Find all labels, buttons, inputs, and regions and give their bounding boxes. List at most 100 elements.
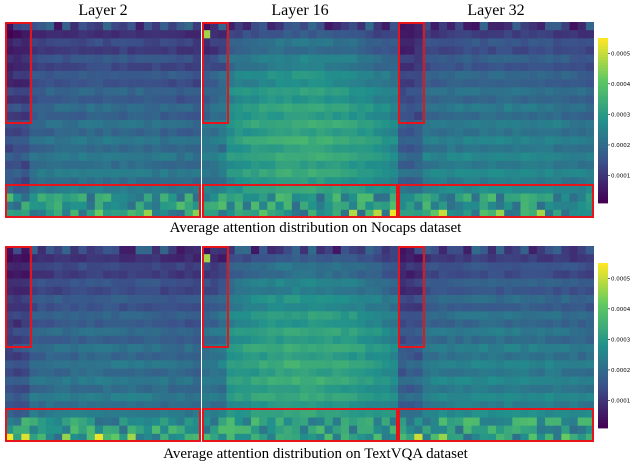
heatmap-cell-textvqa-l1-r3-c2	[218, 270, 227, 279]
heatmap-cell-nocaps-l1-r15-c20	[365, 144, 374, 153]
heatmap-cell-nocaps-l2-r0-c21	[569, 22, 578, 31]
heatmap-cell-nocaps-l0-r14-c8	[70, 136, 79, 145]
heatmap-cell-textvqa-l2-r4-c4	[430, 278, 440, 288]
heatmap-cell-nocaps-l2-r6-c16	[528, 71, 538, 80]
heatmap-cell-nocaps-l0-r20-c22	[184, 185, 194, 194]
heatmap-cell-nocaps-l1-r14-c1	[210, 136, 219, 145]
heatmap-cell-textvqa-l1-r8-c22	[381, 311, 391, 320]
heatmap-cell-textvqa-l0-r16-c23	[192, 376, 201, 386]
heatmap-cell-nocaps-l0-r1-c1	[13, 30, 22, 39]
heatmap-cell-textvqa-l2-r23-c5	[438, 433, 448, 442]
heatmap-cell-textvqa-l2-r23-c21	[569, 433, 578, 442]
heatmap-cell-textvqa-l1-r14-c22	[381, 360, 391, 369]
colorbar-segment-textvqa-2	[598, 268, 608, 272]
heatmap-cell-textvqa-l1-r14-c4	[234, 360, 244, 369]
heatmap-cell-textvqa-l1-r18-c21	[373, 393, 382, 402]
heatmap-cell-nocaps-l2-r2-c17	[536, 38, 546, 47]
heatmap-cell-nocaps-l0-r16-c10	[86, 152, 96, 162]
heatmap-cell-textvqa-l0-r23-c7	[62, 433, 71, 442]
heatmap-cell-nocaps-l1-r19-c10	[283, 177, 293, 186]
heatmap-cell-textvqa-l2-r0-c12	[496, 246, 505, 255]
heatmap-cell-nocaps-l0-r16-c23	[192, 152, 201, 162]
heatmap-cell-textvqa-l2-r16-c16	[528, 376, 538, 386]
heatmap-cell-nocaps-l2-r14-c9	[471, 136, 480, 145]
heatmap-cell-nocaps-l0-r21-c3	[29, 193, 38, 202]
heatmap-cell-textvqa-l0-r21-c2	[21, 417, 30, 426]
heatmap-cell-nocaps-l1-r14-c13	[308, 136, 317, 145]
heatmap-cell-nocaps-l1-r1-c6	[251, 30, 260, 39]
heatmap-cell-textvqa-l1-r14-c13	[308, 360, 317, 369]
heatmap-cell-textvqa-l2-r7-c4	[430, 303, 440, 312]
heatmap-cell-textvqa-l2-r11-c5	[438, 335, 448, 345]
heatmap-cell-textvqa-l2-r19-c11	[487, 401, 497, 410]
heatmap-cell-textvqa-l0-r20-c12	[103, 409, 112, 418]
heatmap-cell-textvqa-l0-r10-c4	[37, 327, 47, 337]
heatmap-cell-textvqa-l1-r17-c18	[349, 384, 358, 394]
heatmap-cell-textvqa-l0-r21-c20	[168, 417, 177, 426]
heatmap-cell-nocaps-l1-r13-c9	[275, 128, 284, 137]
heatmap-cell-textvqa-l1-r15-c22	[381, 368, 391, 377]
heatmap-cell-nocaps-l0-r10-c5	[45, 103, 55, 113]
heatmap-cell-textvqa-l2-r17-c15	[520, 384, 529, 394]
heatmap-cell-nocaps-l2-r22-c8	[463, 201, 472, 211]
colorbar-segment-nocaps-41	[598, 150, 608, 154]
heatmap-cell-textvqa-l2-r16-c1	[406, 376, 415, 386]
heatmap-cell-nocaps-l1-r14-c5	[242, 136, 252, 145]
heatmap-cell-nocaps-l2-r23-c4	[430, 209, 440, 218]
heatmap-cell-nocaps-l0-r0-c4	[37, 22, 47, 31]
heatmap-cell-textvqa-l2-r16-c0	[398, 376, 407, 386]
heatmap-cell-textvqa-l2-r10-c5	[438, 327, 448, 337]
heatmap-cell-nocaps-l2-r23-c10	[479, 209, 489, 218]
heatmap-cell-textvqa-l2-r4-c15	[520, 278, 529, 288]
heatmap-cell-nocaps-l1-r12-c12	[300, 120, 309, 129]
heatmap-cell-textvqa-l0-r6-c12	[103, 295, 112, 304]
heatmap-cell-textvqa-l0-r17-c18	[152, 384, 161, 394]
heatmap-cell-textvqa-l0-r9-c1	[13, 319, 22, 328]
heatmap-cell-textvqa-l2-r19-c4	[430, 401, 440, 410]
heatmap-cell-textvqa-l1-r2-c18	[349, 262, 358, 271]
heatmap-cell-textvqa-l2-r1-c4	[430, 254, 440, 263]
heatmap-cell-nocaps-l1-r11-c16	[332, 111, 342, 121]
heatmap-cell-textvqa-l1-r17-c13	[308, 384, 317, 394]
heatmap-cell-textvqa-l1-r21-c0	[202, 417, 211, 426]
heatmap-cell-textvqa-l2-r13-c19	[553, 352, 562, 361]
heatmap-cell-nocaps-l0-r11-c10	[86, 111, 96, 121]
heatmap-cell-textvqa-l2-r6-c0	[398, 295, 407, 304]
heatmap-cell-textvqa-l2-r21-c16	[528, 417, 538, 426]
heatmap-cell-textvqa-l1-r15-c20	[365, 368, 374, 377]
heatmap-cell-textvqa-l2-r3-c20	[561, 270, 570, 279]
heatmap-cell-textvqa-l0-r18-c19	[160, 393, 169, 402]
heatmap-cell-nocaps-l2-r15-c11	[487, 144, 497, 153]
heatmap-cell-nocaps-l2-r14-c20	[561, 136, 570, 145]
heatmap-cell-textvqa-l0-r13-c16	[135, 352, 145, 361]
heatmap-cell-nocaps-l1-r16-c4	[234, 152, 244, 162]
heatmap-cell-nocaps-l0-r11-c22	[184, 111, 194, 121]
heatmap-cell-textvqa-l2-r10-c0	[398, 327, 407, 337]
heatmap-cell-nocaps-l1-r22-c16	[332, 201, 342, 211]
heatmap-cell-textvqa-l0-r19-c23	[192, 401, 201, 410]
heatmap-cell-textvqa-l0-r5-c7	[62, 286, 71, 296]
heatmap-cell-nocaps-l1-r13-c5	[242, 128, 252, 137]
heatmap-cell-nocaps-l0-r13-c19	[160, 128, 169, 137]
heatmap-cell-textvqa-l1-r3-c7	[259, 270, 268, 279]
heatmap-cell-textvqa-l0-r11-c17	[143, 335, 153, 345]
heatmap-cell-textvqa-l2-r3-c3	[422, 270, 431, 279]
heatmap-cell-textvqa-l0-r20-c21	[176, 409, 185, 418]
heatmap-cell-textvqa-l2-r11-c13	[504, 335, 513, 345]
heatmap-cell-textvqa-l0-r16-c5	[45, 376, 55, 386]
heatmap-cell-textvqa-l2-r1-c0	[398, 254, 407, 263]
heatmap-cell-textvqa-l0-r15-c22	[184, 368, 194, 377]
heatmap-cell-nocaps-l2-r3-c12	[496, 46, 505, 55]
heatmap-cell-textvqa-l2-r10-c2	[414, 327, 423, 337]
heatmap-cell-textvqa-l2-r5-c11	[487, 286, 497, 296]
colorbar-segment-textvqa-22	[598, 323, 608, 327]
heatmap-cell-textvqa-l0-r23-c21	[176, 433, 185, 442]
heatmap-cell-nocaps-l2-r19-c16	[528, 177, 538, 186]
heatmap-cell-textvqa-l2-r12-c19	[553, 344, 562, 353]
heatmap-cell-nocaps-l1-r5-c7	[259, 62, 268, 72]
heatmap-cell-textvqa-l1-r5-c20	[365, 286, 374, 296]
heatmap-cell-nocaps-l1-r16-c8	[267, 152, 276, 162]
heatmap-cell-nocaps-l0-r12-c3	[29, 120, 38, 129]
colorbar-segment-nocaps-5	[598, 51, 608, 55]
heatmap-cell-nocaps-l2-r0-c22	[577, 22, 587, 31]
